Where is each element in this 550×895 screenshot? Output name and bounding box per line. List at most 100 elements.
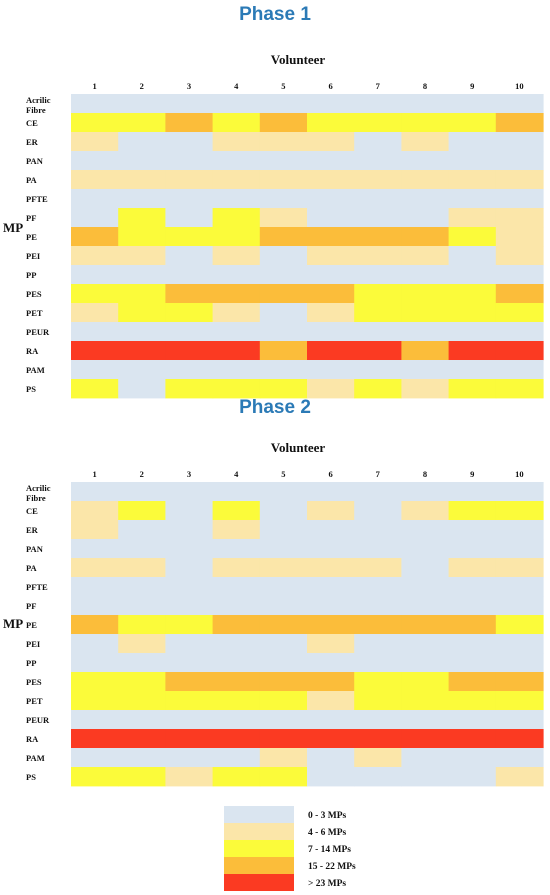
heatmap-cell — [118, 189, 166, 209]
heatmap-cell — [212, 729, 261, 749]
heatmap-cell — [118, 767, 166, 787]
heatmap-cell — [448, 265, 497, 285]
heatmap-cell — [495, 710, 544, 730]
heatmap-cell — [401, 748, 450, 768]
heatmap-cell — [307, 520, 355, 540]
heatmap-cell — [259, 208, 308, 228]
heatmap-cell — [118, 691, 166, 711]
heatmap-cell — [71, 653, 119, 673]
heatmap-cell — [495, 208, 544, 228]
heatmap-cell — [118, 322, 166, 342]
heatmap-cell — [118, 265, 166, 285]
legend-label: > 23 MPs — [308, 879, 346, 889]
heatmap-cell — [307, 767, 355, 787]
legend-swatch — [224, 857, 294, 874]
heatmap-cell — [401, 246, 450, 266]
heatmap-cell — [448, 482, 497, 502]
row-label: PAM — [26, 365, 45, 375]
heatmap-cell — [118, 596, 166, 616]
heatmap-cell — [118, 132, 166, 152]
column-label: 2 — [140, 81, 144, 91]
heatmap-cell — [495, 284, 544, 304]
heatmap-cell — [259, 653, 308, 673]
heatmap-cell — [354, 303, 402, 323]
row-label: PAN — [26, 156, 44, 166]
heatmap-cell — [212, 265, 261, 285]
heatmap-cell — [354, 246, 402, 266]
row-label: Acrilic Fibre — [26, 483, 51, 503]
heatmap-cell — [118, 284, 166, 304]
heatmap-cell — [71, 558, 119, 578]
heatmap-cell — [307, 170, 355, 190]
legend-label: 4 - 6 MPs — [308, 828, 347, 838]
row-label: ER — [26, 525, 39, 535]
heatmap-cell — [354, 113, 402, 133]
heatmap-cell — [495, 577, 544, 597]
heatmap-cell — [165, 151, 214, 171]
y-axis-title: MP — [3, 220, 23, 235]
row-label: PA — [26, 175, 38, 185]
heatmap-cell — [495, 729, 544, 749]
heatmap-cell — [71, 615, 119, 635]
heatmap-cell — [259, 577, 308, 597]
heatmap-cell — [495, 558, 544, 578]
heatmap-cell — [307, 634, 355, 654]
heatmap-cell — [307, 501, 355, 521]
column-label: 8 — [423, 81, 427, 91]
heatmap-cell — [212, 558, 261, 578]
row-label: PES — [26, 289, 42, 299]
heatmap-cell — [307, 303, 355, 323]
heatmap-cell — [259, 634, 308, 654]
heatmap-cell — [212, 94, 261, 114]
heatmap-cell — [212, 672, 261, 692]
heatmap-cell — [448, 132, 497, 152]
heatmap-cell — [448, 170, 497, 190]
heatmap-cell — [118, 577, 166, 597]
heatmap-cell — [259, 596, 308, 616]
column-label: 10 — [515, 469, 524, 479]
heatmap-cell — [307, 341, 355, 361]
row-label: PE — [26, 232, 37, 242]
heatmap-cell — [307, 208, 355, 228]
row-label: PF — [26, 601, 36, 611]
heatmap-cell — [354, 729, 402, 749]
heatmap-cell — [259, 482, 308, 502]
heatmap-cell — [212, 615, 261, 635]
row-label: PES — [26, 677, 42, 687]
heatmap-cell — [71, 265, 119, 285]
heatmap-cell — [212, 303, 261, 323]
heatmap-cell — [448, 246, 497, 266]
heatmap-cell — [448, 360, 497, 380]
heatmap-cell — [354, 94, 402, 114]
heatmap-cell — [71, 710, 119, 730]
heatmap-cell — [307, 227, 355, 247]
heatmap-cell — [495, 379, 544, 399]
heatmap-cell — [118, 246, 166, 266]
heatmap-cell — [401, 729, 450, 749]
heatmap-cell — [401, 558, 450, 578]
heatmap-cell — [354, 520, 402, 540]
row-label: PET — [26, 308, 43, 318]
heatmap-cell — [71, 360, 119, 380]
heatmap-cell — [307, 189, 355, 209]
heatmap-cell — [165, 653, 214, 673]
heatmap-phase-2: Phase 2 Volunteer 1 2 3 4 5 6 7 8 9 10 Acrilic Fibre C… — [3, 397, 544, 787]
heatmap-cell — [165, 501, 214, 521]
heatmap-cell — [212, 151, 261, 171]
heatmap-cell — [495, 151, 544, 171]
heatmap-cell — [212, 767, 261, 787]
heatmap-cell — [71, 379, 119, 399]
column-label: 7 — [376, 81, 381, 91]
heatmap-cell — [165, 379, 214, 399]
heatmap-cell — [354, 189, 402, 209]
heatmap-cell — [259, 558, 308, 578]
heatmap-cell — [354, 151, 402, 171]
heatmap-cell — [401, 767, 450, 787]
row-label: PEUR — [26, 715, 50, 725]
heatmap-cell — [212, 132, 261, 152]
heatmap-cell — [71, 748, 119, 768]
heatmap-cell — [165, 558, 214, 578]
heatmap-cell — [401, 94, 450, 114]
heatmap-cell — [165, 729, 214, 749]
